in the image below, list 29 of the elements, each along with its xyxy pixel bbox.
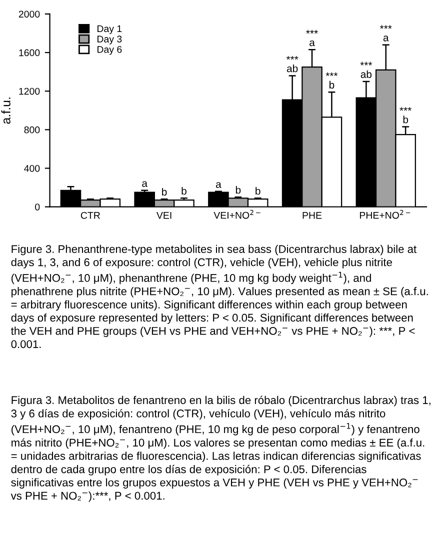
y-tick-label: 1600 — [19, 49, 40, 56]
data-label: *** b — [400, 107, 412, 124]
data-label: *** a — [306, 30, 318, 46]
data-label: *** a — [380, 25, 392, 42]
y-axis-title: a.f.u. — [1, 98, 10, 124]
y-tick-label: 1200 — [19, 88, 40, 95]
data-label: b — [236, 186, 241, 194]
x-tick-label: PHE — [302, 212, 322, 219]
x-tick-label: CTR — [80, 212, 100, 219]
x-tick-label: PHE+NO$^{2−}$ — [360, 210, 410, 219]
data-label: a — [142, 181, 148, 187]
y-tick-label: 0 — [35, 204, 40, 210]
y-tick-label: 800 — [24, 126, 40, 134]
legend-label: Day 6 — [98, 46, 122, 55]
x-tick-label: VEI — [156, 212, 172, 219]
data-label: *** ab — [360, 62, 372, 78]
x-tick-label: VEI+NO$^{2−}$ — [214, 210, 260, 219]
data-label: *** b — [326, 72, 338, 89]
data-label: b — [182, 186, 186, 195]
data-label: b — [256, 186, 260, 195]
text: Figure 3. Phenanthrene-type metabolites in sea bass (Dicentrarchus labrax) bile at days 1, 3, and 6 of exposure: control (CTR), vehicle (VEH), vehicle plus nitrite (VEH+NO₂$^{−}$, 10 μM), phenanthrene (PHE, 10 mg kg body weight$^{−1}$), and phenathrene plus nitrite (PHE+NO₂$^{−}$, 10 μM). Values presented as mean ± SE (a.f.u. = arbitrary fluorescence units). Significant differences within each group between days of exposure represented by letters: P < 0.05. Significant differences between the VEH and PHE groups (VEH vs PHE and VEH+NO₂$^{−}$ vs PHE + NO₂$^{−}$): ***, P < 0.001. — [10, 244, 428, 348]
legend-label: Day 1 — [98, 25, 122, 34]
data-label: *** ab — [286, 56, 298, 72]
data-label: a — [216, 182, 222, 188]
y-tick-label: 400 — [24, 164, 40, 172]
text: Figura 3. Metabolitos de fenantreno en la bilis de róbalo (Dicentrarchus labrax) tras 1, 3 y 6 días de exposición: control (CTR), vehículo (VEH), vehículo más nitrito (VEH+NO₂$^{−}$, 10 μM), fenantreno (PHE, 10 mg kg de peso corporal$^{−1}$) y fenantreno más nitrito (PHE+NO₂$^{−}$, 10 μM). Los valores se presentan como medias ± EE (a.f.u. = unidades arbitrarias de fluorescencia). Las letras indican diferencias significativas dentro de cada grupo entre los días de exposición: P < 0.05. Diferencias significativas entre los grupos expuestos a VEH y PHE (VEH vs PHE y VEH+NO₂$^{−}$ vs PHE + NO₂$^{−}$):***, P < 0.001. — [10, 396, 430, 502]
data-label: b — [162, 188, 167, 196]
y-tick-label: 2000 — [18, 10, 40, 18]
legend-label: Day 3 — [98, 36, 122, 44]
